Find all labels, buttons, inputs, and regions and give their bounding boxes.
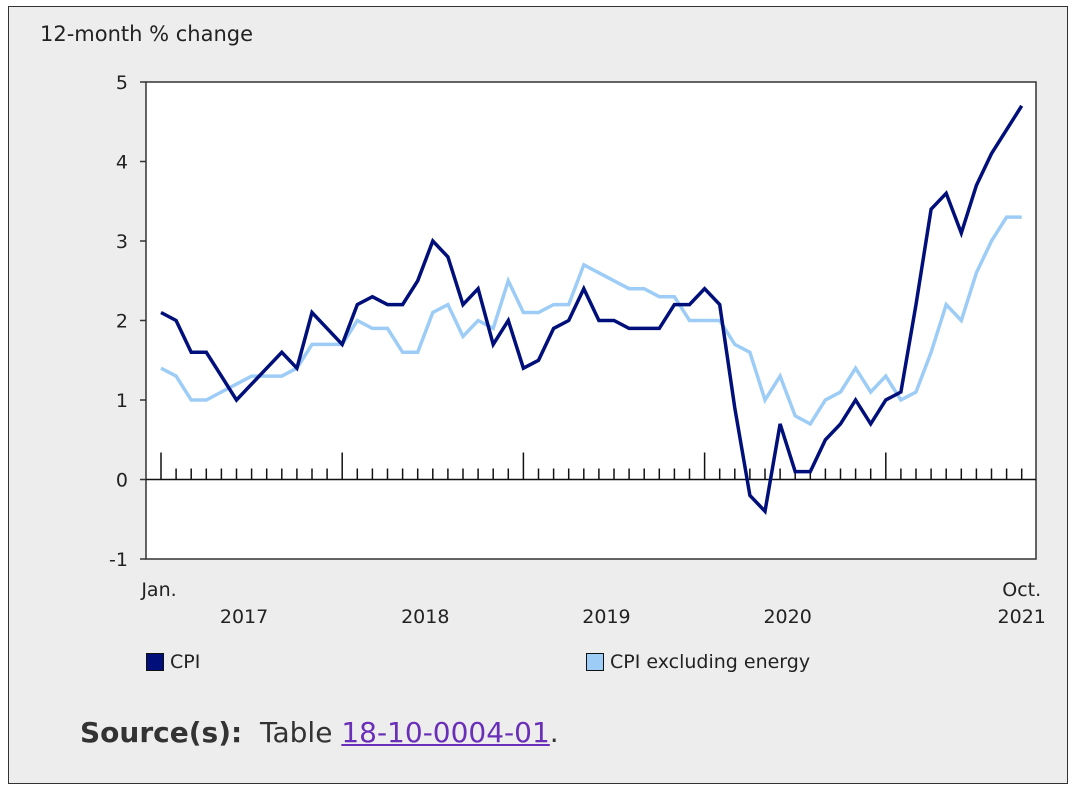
x-year-label: 2017	[220, 606, 268, 628]
legend-label-cpi: CPI	[170, 651, 201, 673]
x-year-label: 2018	[401, 606, 449, 628]
y-tick-label: 5	[116, 72, 128, 94]
x-axis: Jan. Oct. 2017 2018 2019 2020 2021	[140, 452, 1046, 628]
y-tick-label: 2	[116, 311, 128, 333]
y-tick-label: 4	[116, 152, 128, 174]
series-line-cpi-excluding-energy	[160, 215, 1022, 427]
legend-label-cpi-excluding-energy: CPI excluding energy	[610, 651, 811, 673]
x-last-month-label: Oct.	[1002, 579, 1041, 601]
y-tick-label: 3	[116, 231, 128, 253]
source-note: Source(s): Table 18-10-0004-01.	[80, 716, 559, 749]
y-tick-label: -1	[109, 549, 128, 571]
legend-swatch-cpi-excluding-energy	[586, 653, 604, 671]
source-label: Source(s):	[80, 716, 243, 749]
x-year-label: 2019	[582, 606, 630, 628]
series-lines	[160, 104, 1024, 516]
legend-item-cpi: CPI	[146, 650, 200, 674]
x-year-label: 2020	[763, 606, 811, 628]
y-tick-label: 1	[116, 390, 128, 412]
x-year-label: 2021	[998, 606, 1046, 628]
y-axis-unit-label: 12-month % change	[40, 22, 254, 46]
source-table-link[interactable]: 18-10-0004-01	[341, 716, 550, 749]
source-suffix: .	[549, 716, 559, 749]
legend-swatch-cpi	[146, 653, 164, 671]
series-line-cpi	[160, 104, 1024, 516]
legend-item-cpi-excluding-energy: CPI excluding energy	[586, 650, 810, 674]
plot-area	[145, 81, 1037, 560]
x-first-month-label: Jan.	[140, 579, 176, 601]
source-prefix: Table	[260, 716, 333, 749]
y-axis: -1 0 1 2 3 4 5	[109, 72, 146, 571]
y-tick-label: 0	[116, 470, 128, 492]
